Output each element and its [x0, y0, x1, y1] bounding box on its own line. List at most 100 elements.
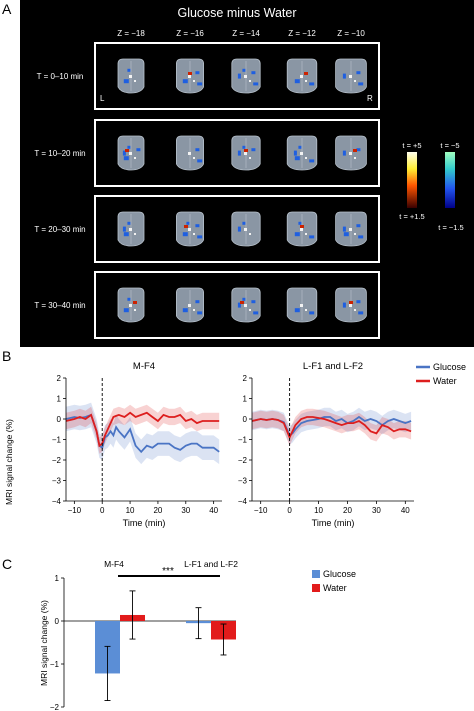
negative-activation-blob — [294, 79, 300, 84]
x-tick-label: 40 — [209, 506, 218, 515]
y-tick-label: 2 — [57, 374, 62, 383]
negative-activation-blob — [123, 232, 129, 237]
x-axis-label: Time (min) — [312, 518, 355, 528]
region-outline-marker — [249, 233, 251, 235]
time-window-label: T = 20–30 min — [34, 225, 85, 234]
region-outline-marker — [244, 75, 247, 78]
negative-activation-blob — [293, 150, 297, 156]
negative-activation-blob — [197, 159, 203, 163]
region-outline-marker — [349, 75, 352, 78]
negative-activation-blob — [195, 71, 200, 75]
y-tick-label: −2 — [50, 703, 60, 711]
series-line — [65, 411, 220, 448]
brain-slice — [231, 287, 261, 323]
positive-activation-blob — [300, 225, 304, 228]
y-tick-label: −1 — [50, 660, 60, 669]
positive-activation-blob — [188, 72, 192, 75]
negative-activation-blob — [242, 297, 246, 301]
negative-activation-blob — [298, 145, 302, 149]
z-slice-label: Z = −18 — [117, 29, 145, 38]
colorbar-label: t = −5 — [440, 141, 459, 150]
region-outline-marker — [134, 233, 136, 235]
negative-activation-blob — [342, 302, 346, 308]
negative-activation-blob — [253, 82, 259, 86]
negative-activation-blob — [356, 300, 361, 304]
brain-slice — [117, 58, 145, 94]
legend-label: Glucose — [323, 569, 356, 579]
negative-activation-blob — [122, 150, 126, 156]
region-outline-marker — [300, 228, 303, 231]
region-outline-marker — [244, 228, 247, 231]
negative-activation-blob — [127, 145, 131, 149]
region-outline-marker — [249, 309, 251, 311]
negative-activation-blob — [122, 226, 126, 232]
region-outline-marker — [305, 309, 307, 311]
negative-activation-blob — [251, 148, 256, 152]
negative-activation-blob — [253, 311, 259, 315]
negative-activation-blob — [127, 221, 131, 225]
negative-activation-blob — [123, 308, 129, 313]
legend-swatch — [312, 570, 320, 578]
negative-activation-blob — [309, 235, 315, 239]
series-line — [251, 416, 412, 440]
negative-activation-blob — [242, 68, 246, 72]
negative-activation-blob — [358, 235, 364, 239]
y-tick-label: −1 — [52, 436, 62, 445]
negative-activation-blob — [195, 224, 200, 228]
brain-slice — [117, 287, 145, 323]
x-tick-label: 10 — [314, 506, 323, 515]
y-tick-label: 0 — [57, 415, 62, 424]
y-tick-label: −3 — [52, 477, 62, 486]
negative-activation-blob — [343, 232, 349, 237]
region-outline-marker — [188, 228, 191, 231]
y-tick-label: 2 — [243, 374, 248, 383]
negative-activation-blob — [136, 148, 141, 152]
negative-activation-blob — [237, 226, 241, 232]
y-tick-label: 0 — [243, 415, 248, 424]
negative-activation-blob — [127, 68, 131, 72]
colorbar-label: t = +5 — [402, 141, 421, 150]
negative-activation-blob — [123, 79, 129, 84]
brain-slice — [117, 135, 145, 171]
negative-activation-blob — [197, 82, 203, 86]
brain-slice — [231, 211, 261, 247]
y-tick-label: 1 — [55, 574, 60, 583]
colorbar-label: t = −1.5 — [438, 223, 463, 232]
x-tick-label: −10 — [254, 506, 268, 515]
negative-activation-blob — [251, 71, 256, 75]
y-tick-label: −4 — [238, 497, 248, 506]
y-tick-label: 1 — [57, 395, 62, 404]
time-window-label: T = 0–10 min — [37, 72, 84, 81]
negative-activation-blob — [182, 308, 188, 313]
region-outline-marker — [249, 157, 251, 159]
colorbar-label: t = +1.5 — [399, 212, 424, 221]
region-outline-marker — [134, 80, 136, 82]
brain-slice — [176, 211, 204, 247]
region-outline-marker — [193, 80, 195, 82]
legend-label: Water — [433, 376, 457, 386]
x-tick-label: 30 — [181, 506, 190, 515]
positive-activation-blob — [244, 149, 248, 152]
x-tick-label: −10 — [68, 506, 82, 515]
region-outline-marker — [134, 309, 136, 311]
positive-activation-blob — [184, 225, 188, 228]
region-outline-marker — [305, 233, 307, 235]
z-slice-label: Z = −14 — [232, 29, 260, 38]
region-outline-marker — [349, 228, 352, 231]
x-tick-label: 20 — [343, 506, 352, 515]
region-outline-marker — [129, 75, 132, 78]
brain-slice — [176, 287, 204, 323]
region-outline-marker — [305, 80, 307, 82]
negative-activation-blob — [237, 150, 241, 156]
region-outline-marker — [300, 75, 303, 78]
negative-activation-blob — [195, 148, 200, 152]
negative-activation-blob — [123, 156, 129, 161]
panel-c-figure: C MRI signal change (%) −2 −1 0 1 M-F4 L-F1 and… — [2, 557, 356, 711]
negative-activation-blob — [298, 221, 302, 225]
z-slice-label: Z = −16 — [176, 29, 204, 38]
region-outline-marker — [188, 152, 191, 155]
negative-activation-blob — [237, 73, 241, 79]
error-band — [252, 408, 412, 446]
region-outline-marker — [300, 152, 303, 155]
